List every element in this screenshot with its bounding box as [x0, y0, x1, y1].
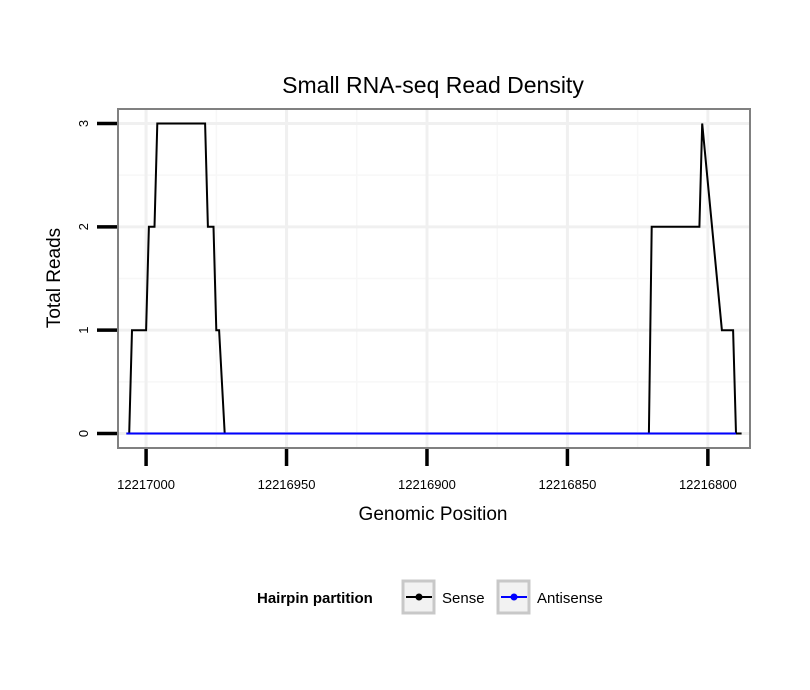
x-tick-label: 12216950 — [258, 477, 316, 492]
x-tick-label: 12216850 — [539, 477, 597, 492]
series-line-sense — [126, 122, 742, 435]
legend-title: Hairpin partition — [257, 590, 373, 607]
chart-title: Small RNA-seq Read Density — [282, 72, 584, 98]
y-axis-label: Total Reads — [44, 228, 65, 328]
legend-label-antisense: Antisense — [537, 590, 603, 607]
x-axis: 12217000 12216950 12216900 12216850 12216800 — [117, 449, 737, 492]
x-axis-label: Genomic Position — [359, 504, 508, 525]
y-tick-label: 3 — [76, 120, 91, 127]
x-tick-label: 12216800 — [679, 477, 737, 492]
grid — [118, 109, 750, 448]
legend-marker-antisense — [510, 593, 518, 601]
legend: Hairpin partition Sense Antisense — [257, 579, 603, 615]
legend-label-sense: Sense — [442, 590, 485, 607]
y-tick-label: 2 — [76, 223, 91, 230]
x-tick-label: 12216900 — [398, 477, 456, 492]
y-tick-label: 0 — [76, 430, 91, 437]
series-group — [126, 122, 742, 435]
legend-marker-sense — [415, 593, 423, 601]
x-tick-label: 12217000 — [117, 477, 175, 492]
plot-border — [117, 108, 751, 449]
y-axis: 0 1 2 3 — [76, 120, 117, 437]
y-tick-label: 1 — [76, 327, 91, 334]
